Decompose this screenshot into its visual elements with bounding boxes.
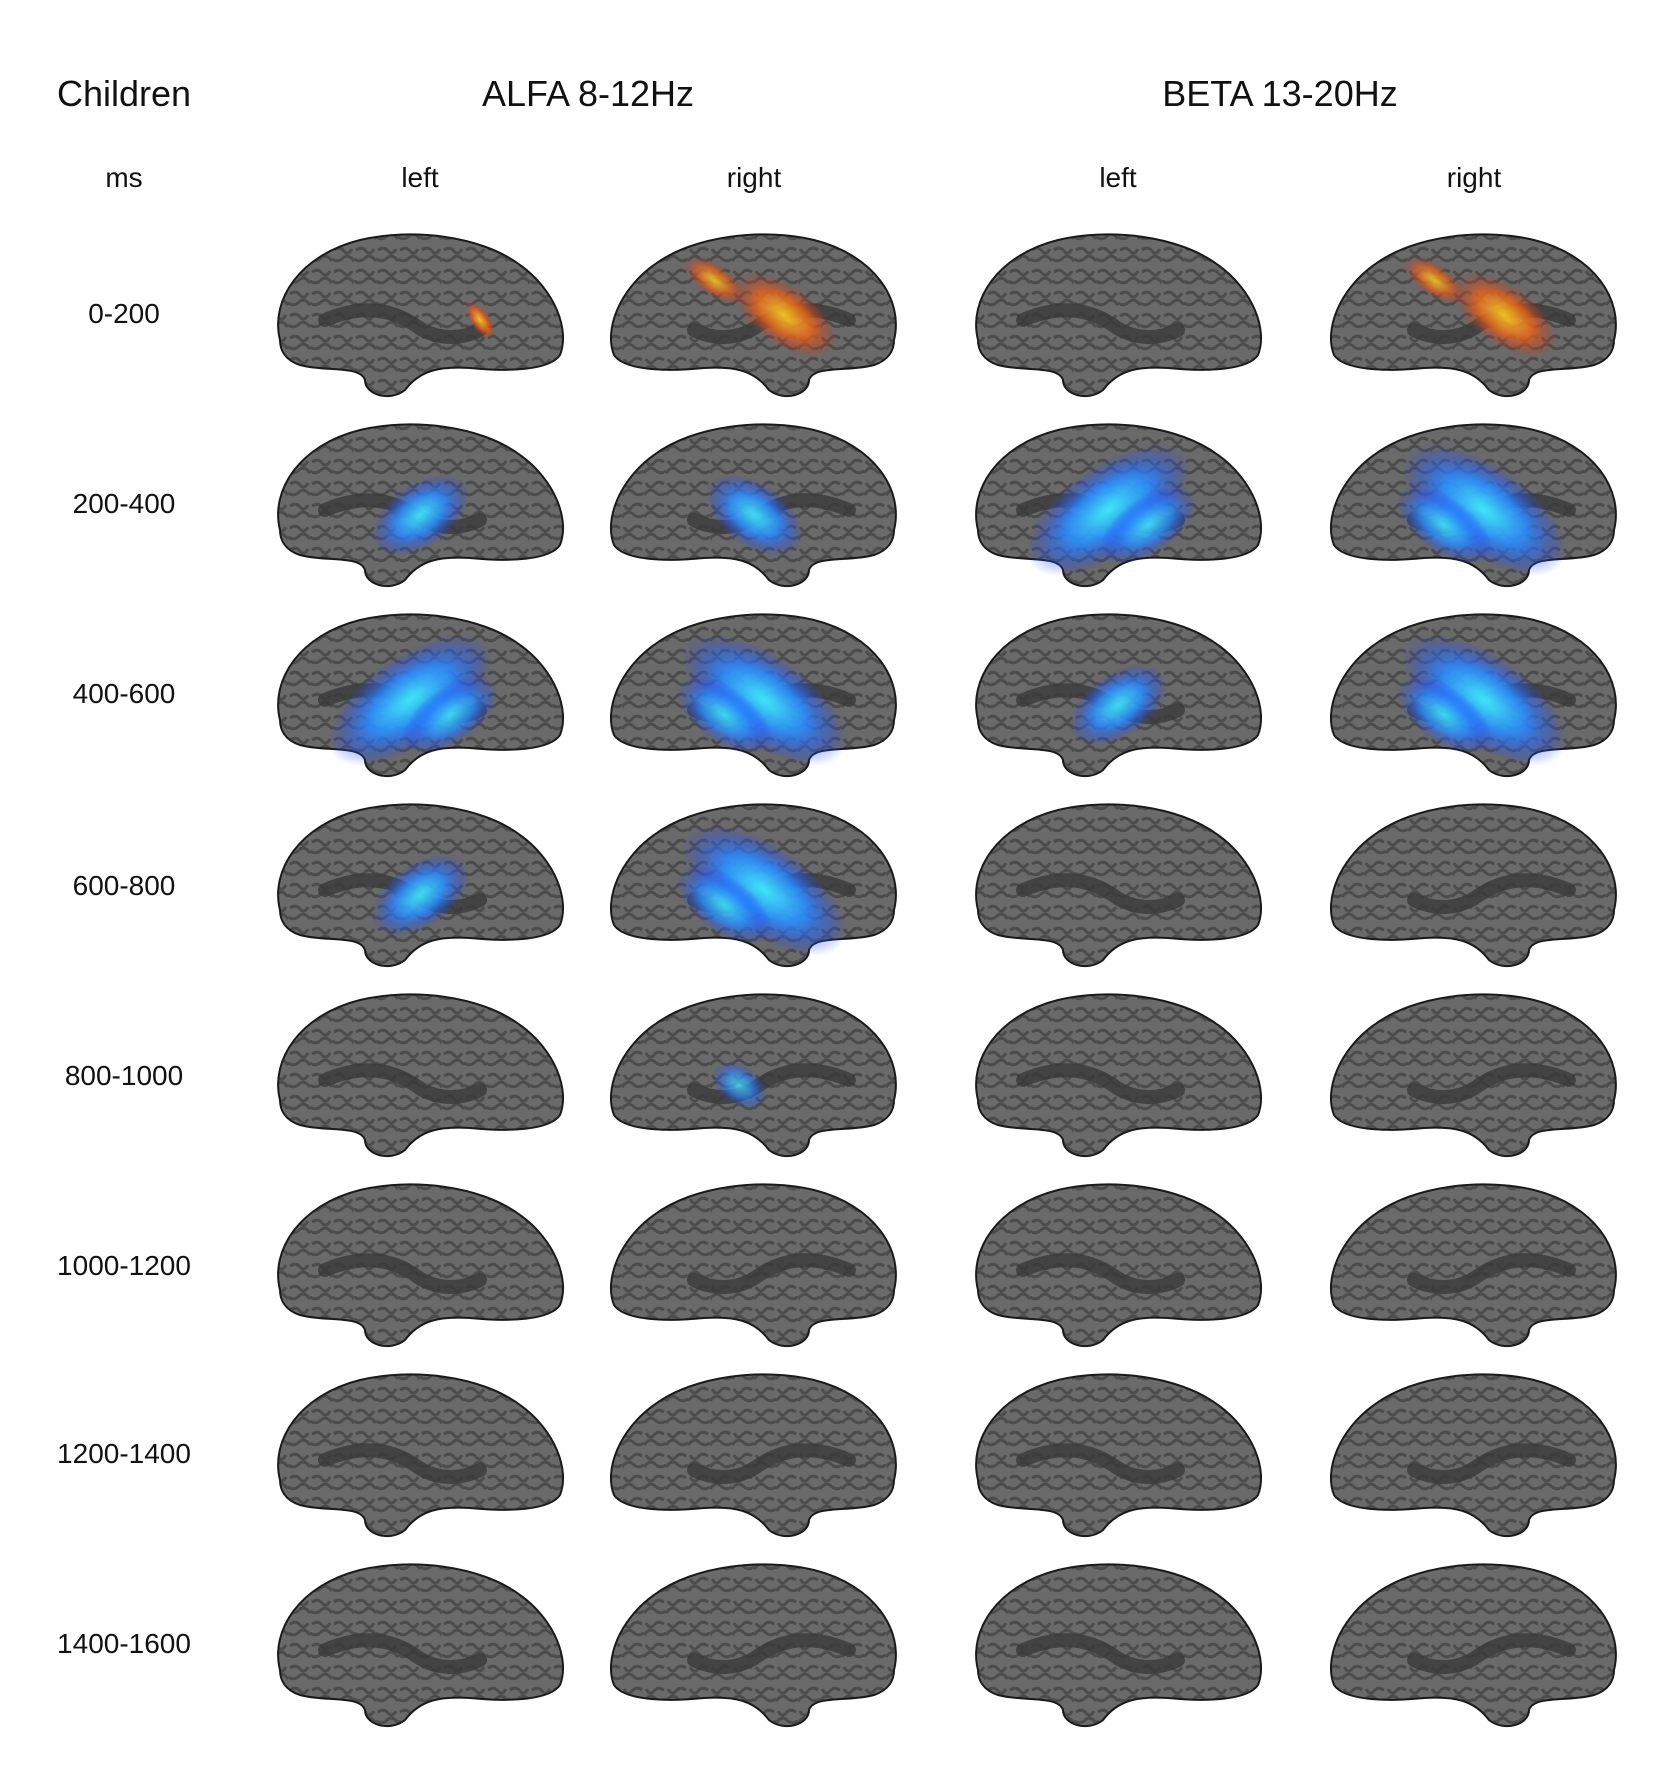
group-label: Children — [56, 73, 192, 114]
time-label-7: 1400-1600 — [57, 1628, 191, 1659]
brain-r4-c2 — [975, 993, 1263, 1158]
brain-r5-c2 — [975, 1183, 1263, 1348]
brain-r6-c2 — [975, 1373, 1263, 1538]
hemi-label-alfa-left: left — [401, 162, 439, 193]
band-title-beta: BETA 13-20Hz — [1162, 73, 1398, 114]
band-title-alfa: ALFA 8-12Hz — [481, 73, 695, 114]
time-label-0: 0-200 — [88, 298, 160, 329]
brain-r4-c3 — [1329, 993, 1617, 1158]
brain-r7-c0 — [277, 1563, 565, 1728]
brain-r3-c0 — [277, 803, 565, 968]
brain-r4-c1 — [609, 993, 897, 1158]
unit-label: ms — [105, 162, 143, 193]
brain-r7-c2 — [975, 1563, 1263, 1728]
brain-r2-c3 — [1329, 613, 1617, 778]
brain-r5-c0 — [277, 1183, 565, 1348]
time-label-2: 400-600 — [72, 678, 176, 709]
brain-r3-c3 — [1329, 803, 1617, 968]
hemi-label-beta-right: right — [1446, 162, 1502, 193]
brain-r3-c2 — [975, 803, 1263, 968]
brain-r6-c0 — [277, 1373, 565, 1538]
brain-r6-c1 — [609, 1373, 897, 1538]
brain-r0-c0 — [277, 233, 565, 398]
brain-r7-c3 — [1329, 1563, 1617, 1728]
brain-r6-c3 — [1329, 1373, 1617, 1538]
brain-r1-c0 — [277, 423, 565, 588]
brain-r7-c1 — [609, 1563, 897, 1728]
time-label-3: 600-800 — [72, 870, 176, 901]
brain-r5-c1 — [609, 1183, 897, 1348]
brain-r2-c2 — [975, 613, 1263, 778]
brain-r4-c0 — [277, 993, 565, 1158]
time-label-5: 1000-1200 — [57, 1250, 191, 1281]
brain-r0-c3 — [1329, 233, 1617, 398]
time-label-4: 800-1000 — [64, 1060, 184, 1091]
time-label-1: 200-400 — [72, 488, 176, 519]
brain-r1-c3 — [1329, 423, 1617, 588]
hemi-label-alfa-right: right — [726, 162, 782, 193]
hemi-label-beta-left: left — [1099, 162, 1137, 193]
brain-r2-c0 — [277, 613, 565, 778]
brain-r1-c2 — [975, 423, 1263, 588]
time-label-6: 1200-1400 — [57, 1438, 191, 1469]
brain-r0-c1 — [609, 233, 897, 398]
brain-r0-c2 — [975, 233, 1263, 398]
brain-r2-c1 — [609, 613, 897, 778]
brain-r3-c1 — [609, 803, 897, 968]
brain-r1-c1 — [609, 423, 897, 588]
brain-r5-c3 — [1329, 1183, 1617, 1348]
